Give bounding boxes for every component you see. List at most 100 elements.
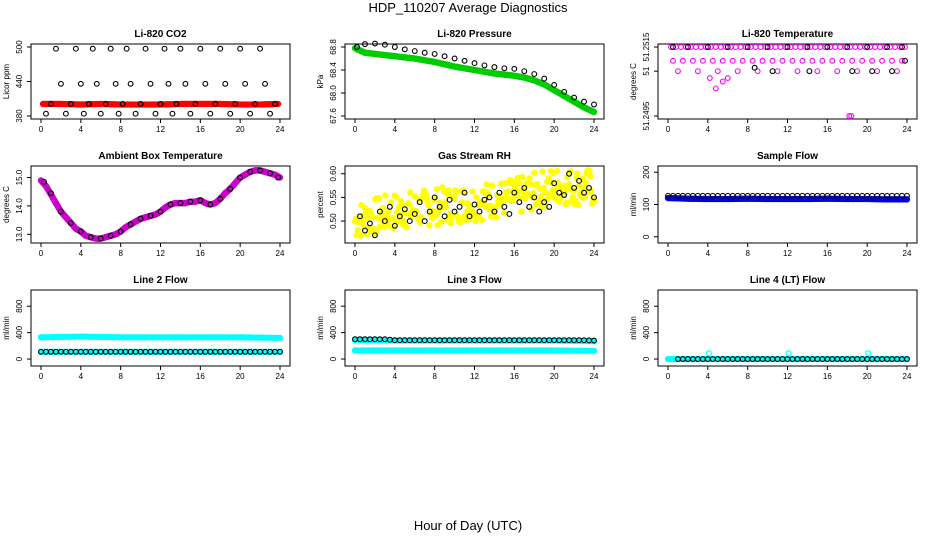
panel-4-series-1-point [357,213,363,220]
panel-1-series-1-point [381,41,388,48]
panel-2-series-1-point [902,57,908,64]
panel-0-xtick-label: 4 [79,125,84,134]
panel-8-xtick-label: 0 [666,372,671,381]
panel-4-series-0-point [582,179,589,186]
panel-7-title: Line 3 Flow [447,275,502,286]
panel-1-xtick-label: 16 [510,125,519,134]
panel-2-series-0-point [814,68,821,75]
panel-1-series-1-point [531,71,538,77]
panel-4-series-0-point [518,208,525,215]
panel-2-series-0-point [706,75,713,82]
panel-6-xtick-label: 4 [79,372,84,381]
panel-5-xtick-label: 12 [783,249,792,258]
panel-0-series-1-point [80,110,87,117]
panel-3-series-1-point [137,215,144,222]
panel-4-series-0-point [516,180,523,187]
panel-4-series-0-point [469,188,476,195]
panel-7-series-2-point [591,337,597,344]
panel-3-series-1-point [257,167,264,174]
panel-4-series-1-point [391,222,398,229]
panel-4-series-1-point [436,203,443,210]
panel-2-series-0-point [859,57,866,64]
panel-4-series-0-point [580,184,588,191]
panel-4-series-1-point [416,199,423,206]
panel-2-series-0-point [854,68,861,75]
panel-0-series-1-point [182,80,189,87]
panel-2-series-0-point [892,44,898,50]
panel-0-xtick-label: 20 [236,125,245,134]
panel-2-series-1-point [724,44,731,50]
panel-2-series-0-point [699,57,706,64]
panel-4-series-0-point [418,214,425,221]
panel-4-series-1-point [541,199,548,206]
panel-2-series-0-point [734,68,741,75]
panel-2-series-0-point [834,68,841,75]
panel-6-ylabel: ml/min [2,316,11,340]
panel-2-xtick-label: 12 [783,125,792,134]
panel-4-series-0-point [486,202,494,209]
panel-0-series-1-point [52,45,59,52]
panel-4-series-0-point [445,187,452,194]
panel-2-series-0-point [732,44,739,50]
panel-2-series-0-point [729,57,736,64]
panel-5-xtick-label: 20 [863,249,872,258]
panel-2-series-1-point [704,44,711,50]
panel-4-series-0-point [448,214,455,222]
panel-2-series-1-point [670,44,676,50]
panel-4-ytick-label: 0.60 [329,165,338,181]
panel-4-series-0-point [473,194,480,201]
panel-4-series-0-point [411,193,418,200]
panel-1-xtick-label: 24 [590,125,599,134]
panel-1-series-1-point [481,62,488,69]
panel-0-series-1-point [169,110,176,117]
panel-4-series-0-point [505,188,512,195]
panel-4-series-1-point [546,203,553,210]
panel-4-xtick-label: 20 [550,249,559,258]
panel-6-xtick-label: 12 [156,372,165,381]
panel-0-series-1-point [272,100,278,107]
panel-2-series-0-point [902,44,908,50]
panel-1-series-1-point [431,50,438,57]
panel-2-series-0-point [779,57,786,64]
panel-2-series-1-point [844,44,851,50]
panel-4-series-0-point [493,214,500,221]
panel-4-series-1-point [396,213,403,220]
panel-2-series-1-point [684,44,691,50]
panel-6-ytick-label: 400 [15,325,24,339]
figure-xlabel: Hour of Day (UTC) [413,518,523,533]
panel-1-xtick-label: 0 [353,125,358,134]
panel-4-series-0-point [407,189,414,196]
panel-1-series-1-point [491,64,498,71]
panel-0-series-1-point [102,100,109,107]
panel-4-xtick-label: 0 [353,249,358,258]
panel-2-series-0-point [689,57,696,64]
panel-1-xtick-label: 8 [432,125,437,134]
panel-2-series-0-point [797,44,804,50]
panel-2-series-0-point [837,44,844,50]
panel-2-series-0-point [846,113,853,119]
panel-1-series-1-point [441,53,448,60]
panel-0-series-1-point [119,100,126,107]
panel-2-series-0-point [749,57,756,64]
panel-4-series-0-point [500,209,508,217]
panel-4-series-0-point [438,218,445,225]
panel-2-series-0-point [849,57,856,64]
panel-0-series-1-point [267,110,273,117]
panel-2-ytick-label: 51.2495 [642,101,651,130]
panel-2-series-0-point [757,44,764,50]
panel-4-xtick-label: 8 [432,249,437,258]
panel-2-series-0-point [799,57,806,64]
panel-0-series-1-point [157,100,164,107]
panel-4-series-1-point [481,196,488,203]
panel-1-series-1-point [391,44,398,50]
panel-4-series-1-point [362,227,368,234]
panel-1-xtick-label: 20 [550,125,559,134]
panel-2-series-0-point [737,44,744,50]
panel-0-series-1-point [97,110,104,117]
panel-0-series-1-point [43,110,49,117]
panel-1-xtick-label: 4 [393,125,398,134]
panel-0-series-1-point [257,45,264,52]
panel-1-series-1-point [362,41,368,48]
panel-4-series-1-point [376,208,383,215]
panel-4-series-1-point [586,184,592,191]
